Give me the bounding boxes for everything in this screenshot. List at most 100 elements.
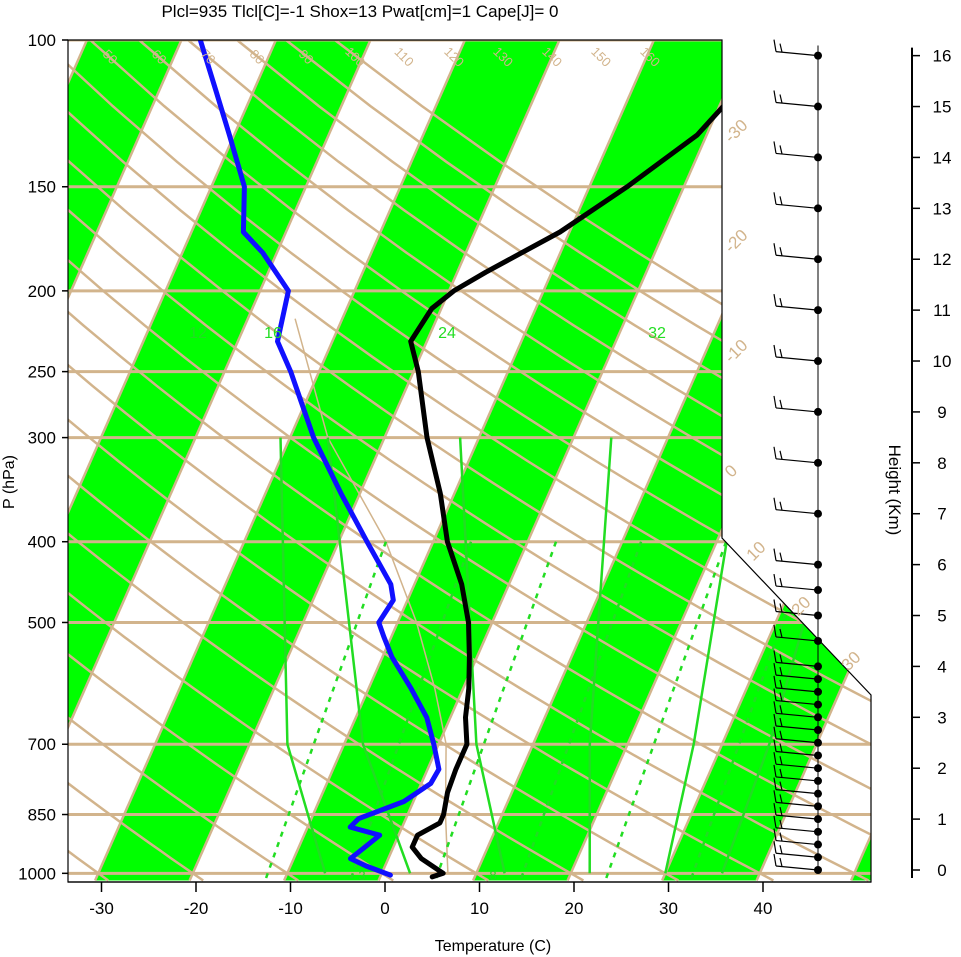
mixing-ratio-label: 24	[438, 325, 456, 342]
wind-barb-feather	[773, 573, 777, 587]
mixing-ratio-lines	[264, 437, 859, 881]
dry-adiabat-line	[68, 40, 871, 882]
wind-barb-feather	[773, 650, 777, 663]
wind-barb-feather	[773, 497, 777, 510]
mixing-ratio-label: 12	[189, 325, 207, 342]
height-tick-label: 10	[933, 352, 952, 371]
dashed-saturation-line	[264, 541, 388, 881]
dry-adiabat-line	[68, 40, 871, 882]
wind-barb-feather	[779, 348, 783, 358]
wind-barb-feather	[773, 803, 777, 816]
dry-adiabat-line	[68, 40, 585, 882]
dry-adiabat-line	[68, 40, 871, 882]
wind-barb-feather	[779, 756, 783, 765]
wind-barb-feather	[779, 666, 783, 676]
wind-barb-feather	[779, 768, 783, 778]
wind-barb-shaft	[775, 712, 819, 718]
wind-barb-feather	[779, 857, 783, 867]
wind-barb-feather	[779, 247, 783, 256]
wind-barb-feather	[779, 705, 783, 714]
wind-barb-feather	[779, 577, 783, 587]
wind-barb-feather	[773, 790, 777, 803]
isotherm-label: -10	[721, 336, 752, 367]
wind-barb-shaft	[775, 725, 819, 731]
temperature-tick-label: 30	[659, 899, 678, 918]
dashed-line-label: 3	[358, 868, 365, 883]
wind-barb-shaft	[775, 789, 819, 795]
wind-barb-feather	[779, 501, 783, 511]
dashed-line-label: 8	[489, 868, 496, 883]
isotherm-line	[68, 40, 183, 882]
wind-barb-feather	[779, 743, 783, 753]
wind-barb-feather	[773, 192, 777, 205]
wind-barb-feather	[779, 94, 783, 104]
wind-barb-shaft	[775, 152, 819, 159]
theta-label: 150	[588, 44, 614, 70]
wind-barb-feather	[779, 297, 783, 307]
wind-barb-feather	[773, 853, 777, 867]
wind-barb-feather	[779, 794, 783, 804]
wind-barb-shaft	[775, 852, 819, 858]
wind-barb-feather	[773, 701, 777, 714]
wind-barb-shaft	[775, 51, 819, 57]
wind-barb-feather	[773, 663, 777, 676]
dry-adiabat-line	[68, 40, 871, 882]
isotherm-line	[188, 40, 561, 882]
temperature-tick-label: -10	[278, 899, 303, 918]
wind-barb-feather	[773, 815, 777, 828]
temperature-tick-label: -30	[89, 899, 114, 918]
wind-barb-feather	[773, 141, 777, 154]
wind-barb-feather	[779, 819, 783, 829]
mixing-ratio-label: 16	[264, 325, 282, 342]
dry-adiabat-line	[68, 40, 204, 882]
pressure-tick-label: 200	[28, 282, 56, 301]
dry-adiabat-line	[68, 40, 774, 882]
height-tick-label: 4	[937, 657, 946, 676]
wind-barb-shaft	[775, 636, 819, 642]
temperature-tick-label: 20	[565, 899, 584, 918]
wind-barb-shaft	[775, 458, 819, 464]
wind-barb-shaft	[775, 254, 819, 260]
wind-barb-feather	[773, 294, 777, 307]
height-tick-label: 14	[933, 148, 952, 167]
isotherm-label: 10	[743, 538, 770, 565]
wind-barb-feather	[779, 730, 783, 740]
wind-barb-shaft	[775, 814, 819, 820]
wind-barb-feather	[773, 599, 777, 612]
wind-barb-feather	[773, 675, 777, 688]
height-axis-label: Height (Km)	[885, 445, 904, 536]
wind-barbs	[773, 39, 822, 874]
mixing-ratio-line	[458, 437, 506, 874]
wind-barb-feather	[779, 399, 783, 409]
pressure-tick-label: 400	[28, 533, 56, 552]
isotherm-line	[282, 40, 656, 882]
height-tick-label: 3	[937, 708, 946, 727]
height-tick-label: 5	[937, 607, 946, 626]
wind-barb-feather	[773, 739, 777, 752]
isotherm-label: -20	[721, 226, 752, 257]
wind-barb-feather	[773, 548, 777, 561]
dry-adiabat-line	[236, 40, 871, 882]
dry-adiabat-line	[89, 40, 871, 882]
wind-barb-feather	[773, 841, 777, 854]
height-tick-label: 12	[933, 250, 952, 269]
wind-barb-feather	[779, 806, 783, 816]
wind-barb-feather	[779, 603, 783, 613]
isotherm-label: 0	[721, 461, 741, 481]
wind-barb-shaft	[775, 203, 819, 209]
wind-barb-shaft	[775, 839, 819, 846]
temperature-tick-label: 10	[470, 899, 489, 918]
wind-barb-feather	[779, 832, 783, 842]
x-axis-label: Temperature (C)	[435, 938, 551, 955]
mixing-ratio-label: 32	[648, 325, 666, 342]
wind-barb-shaft	[775, 610, 819, 617]
dry-adiabat-line	[68, 40, 680, 882]
height-tick-label: 2	[937, 759, 946, 778]
dry-adiabat-line	[68, 40, 871, 882]
wind-barb-feather	[773, 828, 777, 841]
wind-barb-feather	[779, 43, 783, 53]
wind-barb-feather	[779, 654, 783, 664]
isotherm-line	[68, 40, 278, 882]
y-axis-label: P (hPa)	[1, 455, 18, 509]
wind-barb-shaft	[775, 560, 819, 566]
